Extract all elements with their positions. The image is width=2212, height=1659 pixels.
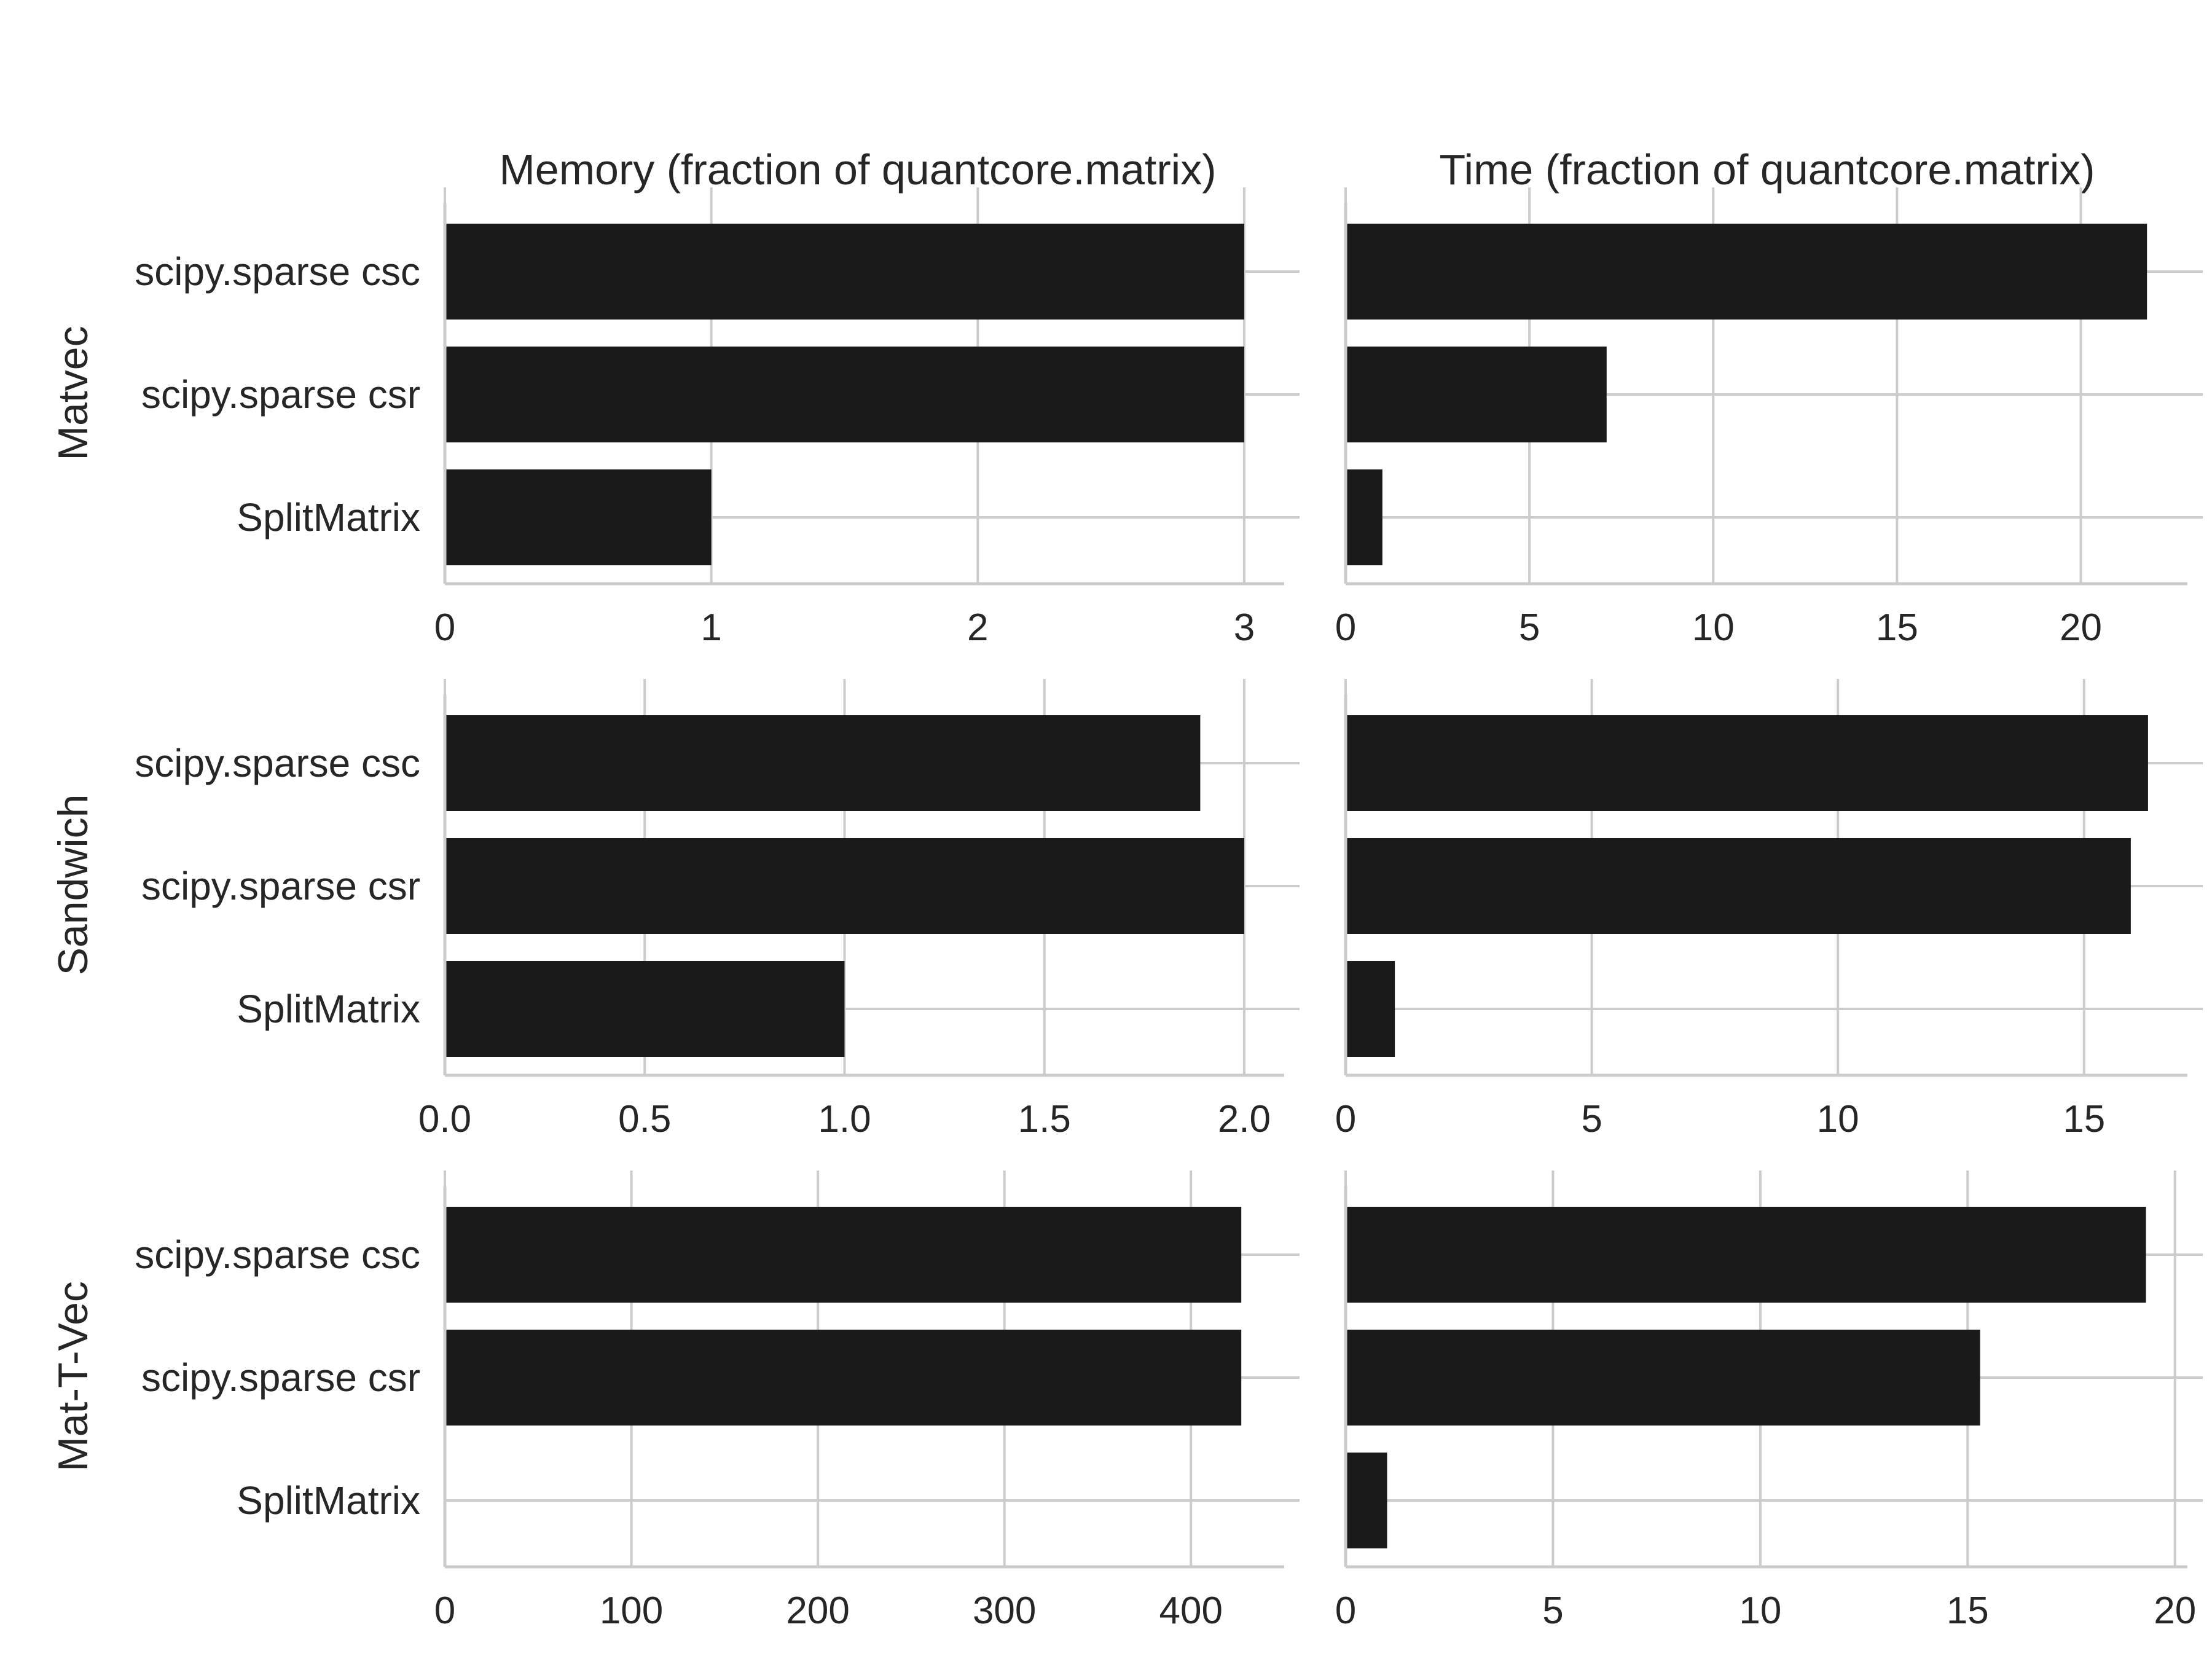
x-tick-label: 0.5 [618,1098,671,1140]
panel-matvec-time: 0 5 10 15 20 [1335,187,2203,649]
category-label: scipy.sparse csc [135,1233,420,1277]
x-tick-label: 20 [2060,606,2102,649]
category-label: scipy.sparse csr [141,1355,420,1400]
category-label: SplitMatrix [237,495,420,539]
bar-splitmatrix [445,961,845,1057]
x-tick-label: 1.0 [818,1098,871,1140]
x-tick-label: 100 [600,1590,663,1632]
bar-scipy-sparse-csc [445,1207,1242,1303]
bar-scipy-sparse-csr [1346,1330,1980,1426]
x-tick-label: 1 [700,606,721,649]
bar-splitmatrix [1346,1453,1387,1548]
x-tick-label: 0 [1335,1590,1356,1632]
x-tick-label: 10 [1817,1098,1859,1140]
row-label-mat-t-vec: Mat-T-Vec [50,1281,96,1472]
column-title-memory: Memory (fraction of quantcore.matrix) [499,146,1216,194]
x-tick-label: 2.0 [1218,1098,1271,1140]
bar-scipy-sparse-csc [445,715,1201,811]
panel-sandwich-memory: 0.0 0.5 1.0 1.5 2.0 scipy.sparse csc scipy.spa… [135,679,1300,1140]
bar-scipy-sparse-csr [1346,347,1607,442]
x-tick-label: 5 [1519,606,1540,649]
x-tick-label: 5 [1542,1590,1563,1632]
category-label: scipy.sparse csc [135,741,420,785]
x-tick-label: 300 [973,1590,1036,1632]
category-label: scipy.sparse csr [141,372,420,417]
x-tick-label: 10 [1692,606,1735,649]
bar-scipy-sparse-csc [1346,1207,2146,1303]
panel-mat-t-vec-time: 0 5 10 15 20 [1335,1171,2203,1632]
row-label-sandwich: Sandwich [50,794,96,976]
bar-scipy-sparse-csr [445,347,1244,442]
x-tick-label: 5 [1581,1098,1602,1140]
x-tick-label: 0.0 [418,1098,471,1140]
category-label: SplitMatrix [237,1478,420,1523]
x-tick-label: 3 [1234,606,1255,649]
bar-scipy-sparse-csc [445,224,1244,320]
x-tick-label: 0 [434,606,455,649]
bar-scipy-sparse-csr [445,838,1244,934]
category-label: scipy.sparse csc [135,249,420,294]
category-label: scipy.sparse csr [141,864,420,908]
x-tick-label: 15 [1876,606,1918,649]
bar-splitmatrix [445,469,712,565]
bar-splitmatrix [1346,469,1382,565]
bar-scipy-sparse-csc [1346,224,2147,320]
panel-matvec-memory: 0 1 2 3 scipy.sparse csc scipy.sparse csr Spli… [135,187,1300,649]
x-tick-label: 10 [1739,1590,1781,1632]
x-tick-label: 15 [2063,1098,2105,1140]
panel-sandwich-time: 0 5 10 15 [1335,679,2203,1140]
panels-layer: 0 1 2 3 scipy.sparse csc scipy.sparse csr Spli… [135,187,2203,1632]
category-label: SplitMatrix [237,987,420,1031]
x-tick-label: 400 [1159,1590,1222,1632]
bar-scipy-sparse-csr [1346,838,2131,934]
panel-mat-t-vec-memory: 0 100 200 300 400 scipy.sparse csc scipy.spars… [135,1171,1300,1632]
bar-scipy-sparse-csr [445,1330,1242,1426]
x-tick-label: 2 [967,606,988,649]
x-tick-label: 15 [1947,1590,1989,1632]
bar-splitmatrix [1346,961,1395,1057]
row-label-matvec: Matvec [50,326,96,460]
bar-scipy-sparse-csc [1346,715,2148,811]
x-tick-label: 200 [786,1590,849,1632]
x-tick-label: 0 [1335,1098,1356,1140]
x-tick-label: 0 [434,1590,455,1632]
x-tick-label: 1.5 [1018,1098,1071,1140]
x-tick-label: 20 [2154,1590,2196,1632]
column-title-time: Time (fraction of quantcore.matrix) [1439,146,2095,194]
x-tick-label: 0 [1335,606,1356,649]
